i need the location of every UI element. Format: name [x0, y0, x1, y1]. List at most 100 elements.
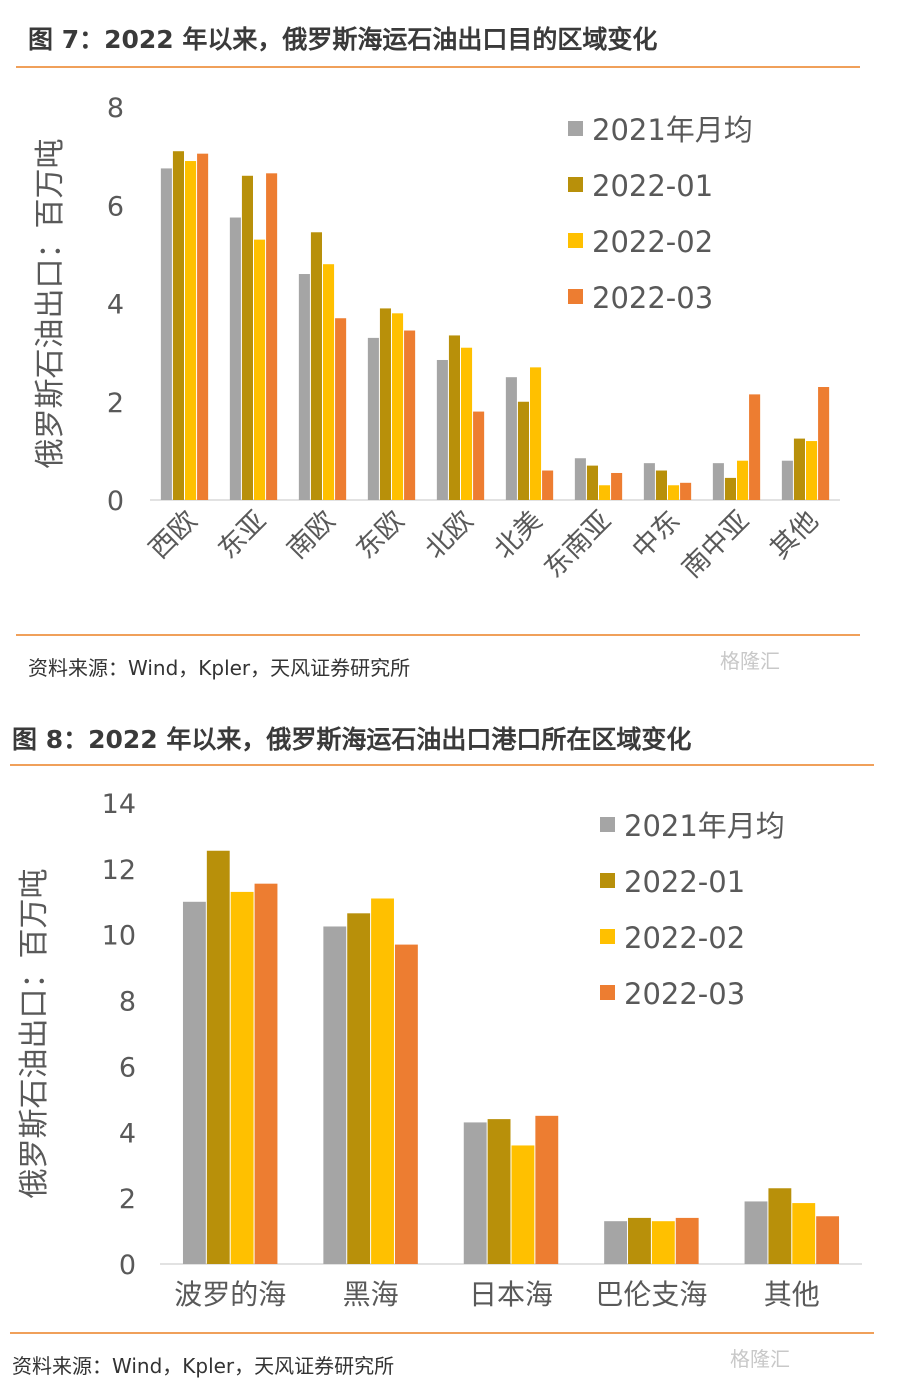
y-axis-label: 俄罗斯石油出口：百万吨: [33, 139, 68, 469]
legend-label: 2022-03: [592, 281, 713, 315]
bar: [254, 239, 266, 500]
category-label: 南欧: [281, 505, 341, 565]
bar: [367, 337, 379, 500]
bar: [160, 168, 172, 500]
y-tick-label: 6: [119, 1052, 136, 1083]
category-label: 其他: [764, 505, 824, 565]
legend-label: 2022-01: [592, 169, 713, 203]
figure-7-source: 资料来源：Wind，Kpler，天风证券研究所: [28, 656, 411, 680]
figure-7-title: 图 7：2022 年以来，俄罗斯海运石油出口目的区域变化: [28, 25, 658, 54]
bar: [487, 1119, 511, 1264]
y-tick-label: 2: [107, 388, 124, 419]
bar: [675, 1217, 699, 1264]
bar: [206, 850, 230, 1264]
legend-swatch: [600, 985, 615, 1000]
bar: [680, 482, 692, 500]
bar: [655, 470, 667, 500]
bar: [266, 173, 278, 500]
bar: [404, 330, 416, 500]
bar: [394, 944, 418, 1264]
category-label: 中东: [626, 505, 686, 565]
bar: [793, 438, 805, 500]
legend-swatch: [600, 873, 615, 888]
figure-8-top-rule: [10, 764, 874, 766]
legend-label: 2021年月均: [624, 809, 785, 843]
y-tick-label: 10: [102, 921, 136, 952]
figure-8-source: 资料来源：Wind，Kpler，天风证券研究所: [12, 1354, 395, 1378]
category-label: 巴伦支海: [595, 1278, 707, 1311]
bar: [599, 485, 611, 500]
figure-7-bottom-rule: [16, 634, 860, 636]
legend-label: 2022-02: [592, 225, 713, 259]
bar: [379, 308, 391, 500]
bar: [724, 477, 736, 500]
bar: [712, 463, 724, 500]
bar: [611, 472, 623, 500]
bar: [781, 460, 793, 500]
bar: [628, 1217, 651, 1264]
bar: [371, 898, 394, 1264]
bar: [310, 232, 322, 501]
category-label: 东欧: [350, 505, 410, 565]
y-tick-label: 8: [107, 93, 124, 124]
category-label: 东亚: [212, 505, 272, 565]
bar: [749, 394, 761, 500]
bar: [463, 1122, 487, 1264]
figure-8-watermark: 格隆汇: [730, 1347, 790, 1371]
legend-swatch: [568, 233, 583, 248]
legend-label: 2022-02: [624, 921, 745, 955]
y-tick-label: 14: [102, 789, 136, 820]
bar: [604, 1221, 628, 1264]
category-label: 西欧: [143, 505, 203, 565]
bar: [197, 153, 209, 500]
bar: [806, 441, 818, 500]
y-tick-label: 0: [107, 486, 124, 517]
bar: [229, 217, 241, 500]
bar: [323, 264, 335, 500]
legend-label: 2021年月均: [592, 113, 753, 147]
bar: [473, 411, 485, 500]
category-label: 北欧: [419, 505, 479, 565]
figure-7-watermark: 格隆汇: [720, 649, 780, 673]
bar: [254, 883, 278, 1264]
bar: [436, 359, 448, 500]
bar: [298, 274, 310, 500]
bar: [668, 485, 680, 500]
legend-swatch: [600, 817, 615, 832]
category-label: 黑海: [343, 1278, 399, 1311]
bar: [535, 1115, 559, 1264]
category-label: 东南亚: [538, 505, 617, 584]
y-axis-label: 俄罗斯石油出口：百万吨: [17, 869, 52, 1199]
bar: [816, 1216, 840, 1264]
legend-label: 2022-03: [624, 977, 745, 1011]
bar: [230, 891, 254, 1264]
bar: [448, 335, 460, 500]
bar: [744, 1201, 768, 1264]
bar: [574, 458, 586, 500]
bar: [586, 465, 598, 500]
bar: [643, 463, 655, 500]
bar: [461, 347, 473, 500]
bar: [347, 913, 371, 1264]
y-tick-label: 0: [119, 1250, 136, 1281]
bar: [542, 470, 554, 500]
bar: [392, 313, 404, 500]
bar: [505, 377, 517, 500]
bar: [792, 1203, 816, 1264]
y-tick-label: 6: [107, 191, 124, 222]
legend-swatch: [568, 121, 583, 136]
bar: [737, 460, 749, 500]
category-label: 南中亚: [676, 505, 755, 584]
bar: [511, 1145, 535, 1264]
category-label: 其他: [764, 1278, 820, 1311]
y-tick-label: 8: [119, 987, 136, 1018]
category-label: 日本海: [469, 1278, 553, 1311]
legend-swatch: [568, 177, 583, 192]
bar: [323, 926, 347, 1264]
figure-8-bottom-rule: [10, 1332, 874, 1334]
y-tick-label: 4: [119, 1118, 136, 1149]
y-tick-label: 12: [102, 855, 136, 886]
bar: [818, 387, 830, 500]
